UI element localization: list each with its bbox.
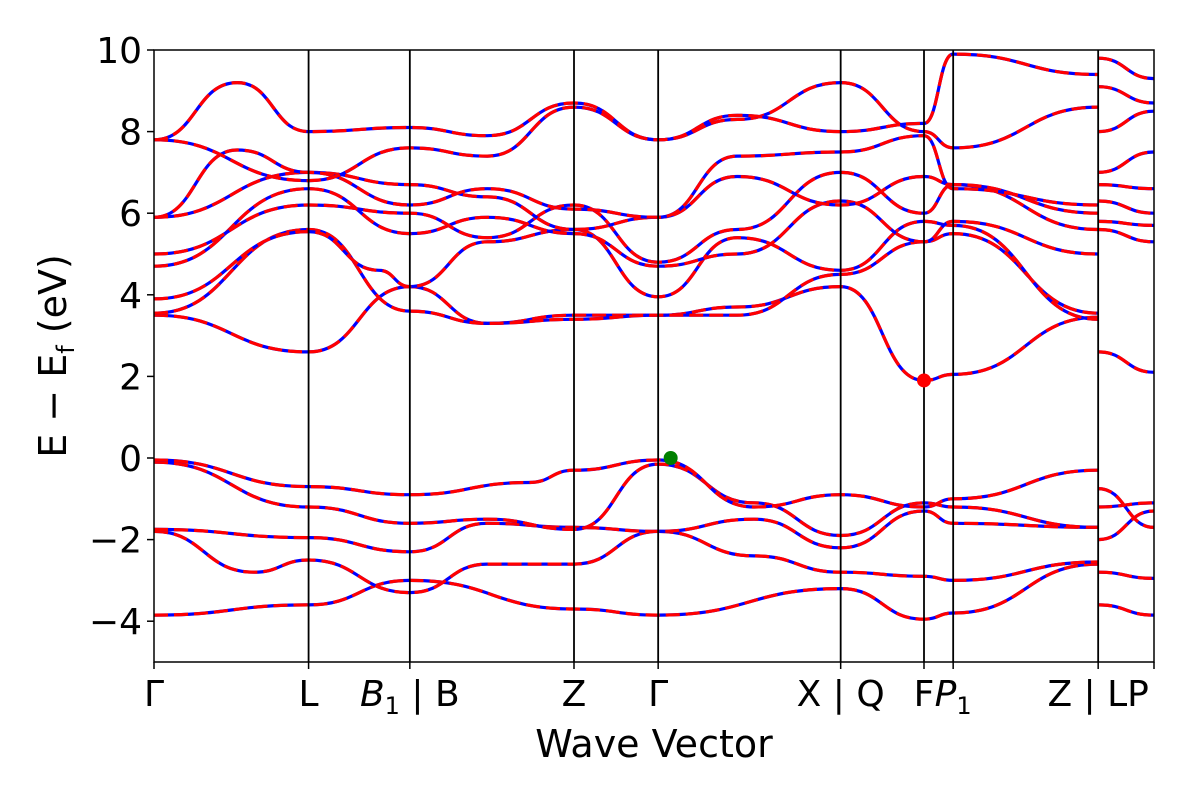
band-1-7-dashed bbox=[1098, 219, 1154, 227]
band-1-8-dashed bbox=[1098, 199, 1154, 215]
y-tick-label: 4 bbox=[119, 276, 142, 317]
band-1-1-dashed bbox=[1098, 570, 1154, 580]
band-0-8-solid bbox=[154, 187, 1099, 268]
band-1-5-dashed bbox=[1098, 350, 1154, 374]
y-tick-label: 10 bbox=[96, 31, 142, 72]
x-tick-label: F bbox=[914, 674, 935, 715]
band-0-0-solid bbox=[154, 562, 1099, 621]
extrema-markers bbox=[663, 373, 931, 465]
band-1-2-dashed bbox=[1098, 509, 1154, 542]
y-axis-title-unit: (eV) bbox=[31, 254, 75, 345]
y-axis-title: E − Ef (eV) bbox=[31, 254, 80, 458]
bands-group bbox=[154, 52, 1154, 621]
y-tick-label: −2 bbox=[89, 521, 142, 562]
y-tick-label: 2 bbox=[119, 357, 142, 398]
band-1-10-dashed bbox=[1098, 150, 1154, 174]
band-0-8-dashed bbox=[154, 187, 1099, 268]
y-tick-label: 8 bbox=[119, 113, 142, 154]
band-0-1-dashed bbox=[154, 529, 1099, 595]
band-1-4-dashed bbox=[1098, 487, 1154, 529]
x-tick-label: Z | LP bbox=[1047, 674, 1148, 715]
x-tick-label: P1 bbox=[935, 674, 972, 720]
band-0-5-dashed bbox=[154, 284, 1099, 383]
band-1-12-dashed bbox=[1098, 85, 1154, 105]
x-tick-label: Γ bbox=[648, 674, 668, 715]
plot-frame bbox=[153, 49, 1155, 663]
band-0-7-solid bbox=[154, 219, 1099, 321]
y-tick-label: −4 bbox=[89, 602, 142, 643]
band-0-0-dashed bbox=[154, 562, 1099, 621]
band-1-3-dashed bbox=[1098, 501, 1154, 509]
band-0-13-solid bbox=[154, 52, 1099, 142]
x-tick-label: Z bbox=[562, 674, 587, 715]
band-0-12-dashed bbox=[154, 80, 1099, 183]
y-tick-label: 6 bbox=[119, 194, 142, 235]
kpoint-lines bbox=[307, 50, 1100, 662]
y-axis-title-subscript: f bbox=[52, 345, 80, 354]
band-1-11-dashed bbox=[1098, 109, 1154, 134]
x-tick-label: X | Q bbox=[797, 674, 885, 715]
x-axis-title: Wave Vector bbox=[535, 722, 773, 766]
band-0-6-dashed bbox=[154, 227, 1099, 326]
y-tick-label: 0 bbox=[119, 439, 142, 480]
x-tick-label: B1 | B bbox=[360, 674, 460, 720]
band-1-13-dashed bbox=[1098, 56, 1154, 81]
band-1-9-dashed bbox=[1098, 183, 1154, 191]
vbm-marker bbox=[663, 451, 678, 465]
band-0-5-solid bbox=[154, 284, 1099, 383]
band-0-13-dashed bbox=[154, 52, 1099, 142]
band-1-0-dashed bbox=[1098, 603, 1154, 617]
cbm-marker bbox=[917, 373, 931, 388]
y-axis-ticks: −4 −2 0 2 4 6 8 10 bbox=[89, 31, 154, 643]
y-axis-title-main: E − E bbox=[31, 354, 75, 458]
x-tick-label: Γ bbox=[144, 674, 164, 715]
band-1-6-dashed bbox=[1098, 227, 1154, 244]
band-0-2-dashed bbox=[154, 509, 1099, 554]
x-axis-ticks: Γ L B1 | B Z Γ X | Q F P1 Z | LP bbox=[144, 662, 1155, 720]
x-tick-label: L bbox=[299, 674, 319, 715]
band-0-11-dashed bbox=[154, 134, 1099, 219]
band-0-3-dashed bbox=[154, 460, 1099, 538]
band-0-7-dashed bbox=[154, 219, 1099, 321]
